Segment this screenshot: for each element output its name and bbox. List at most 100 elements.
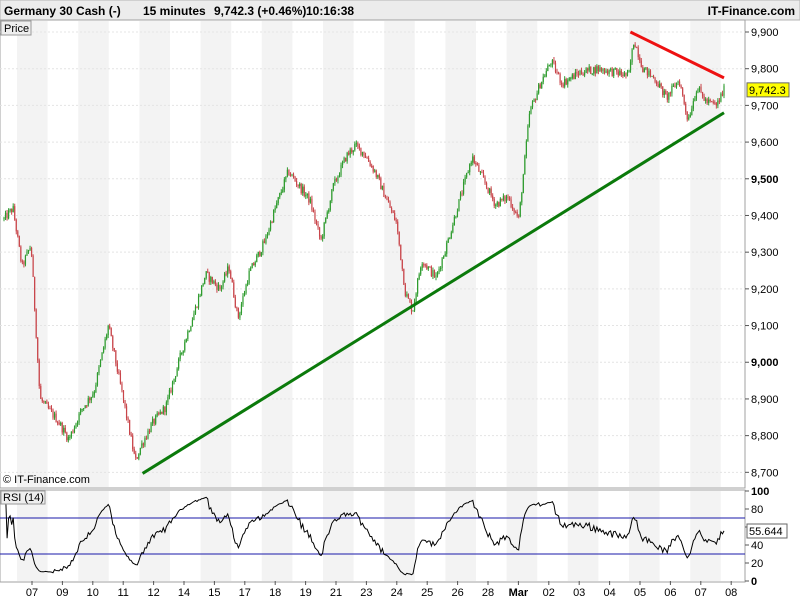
candle-body bbox=[265, 235, 267, 244]
candle-body bbox=[573, 74, 575, 79]
candle-body bbox=[79, 409, 82, 414]
candle-body bbox=[692, 101, 694, 109]
candle-body bbox=[335, 178, 338, 181]
candle-body bbox=[326, 212, 328, 218]
candle-body bbox=[417, 279, 419, 294]
candle-body bbox=[505, 196, 508, 202]
candle-body bbox=[519, 202, 521, 217]
candle-body bbox=[273, 210, 275, 223]
candle-body bbox=[636, 47, 638, 49]
candle-body bbox=[645, 67, 647, 69]
candle-body bbox=[680, 85, 682, 89]
candle-body bbox=[66, 432, 68, 441]
candle-body bbox=[130, 434, 132, 437]
candle-body bbox=[309, 198, 311, 203]
candle-body bbox=[378, 175, 380, 179]
candle-body bbox=[118, 371, 120, 374]
candle-body bbox=[289, 175, 292, 177]
candle-body bbox=[354, 144, 356, 151]
candle-body bbox=[553, 59, 555, 64]
candle-body bbox=[654, 78, 656, 82]
candle-body bbox=[541, 81, 543, 89]
candle-body bbox=[660, 83, 662, 87]
candle-body bbox=[510, 199, 512, 208]
candle-body bbox=[665, 90, 667, 95]
candle-body bbox=[570, 78, 572, 80]
x-tick-label: 12 bbox=[147, 587, 159, 599]
candle-body bbox=[142, 443, 145, 446]
candle-body bbox=[348, 152, 350, 155]
candle-body bbox=[614, 68, 616, 70]
candle-body bbox=[4, 212, 7, 218]
candle-body bbox=[168, 390, 171, 398]
candle-body bbox=[685, 103, 687, 112]
candle-body bbox=[628, 70, 630, 73]
rsi-bands bbox=[0, 517, 745, 555]
candle-body bbox=[392, 210, 394, 213]
candle-body bbox=[283, 179, 285, 190]
candle-body bbox=[446, 242, 448, 254]
candle-body bbox=[20, 246, 22, 261]
candle-body bbox=[18, 236, 20, 247]
candle-body bbox=[132, 436, 134, 450]
candle-body bbox=[682, 88, 684, 95]
candle-body bbox=[9, 209, 11, 211]
candle-body bbox=[119, 373, 122, 384]
x-tick-label: 26 bbox=[451, 587, 463, 599]
candle-body bbox=[83, 408, 85, 410]
y-tick-label: 8,900 bbox=[751, 394, 779, 406]
candle-body bbox=[671, 85, 673, 94]
candle-body bbox=[646, 67, 649, 76]
candle-body bbox=[331, 189, 333, 201]
candle-body bbox=[528, 113, 531, 126]
candle-body bbox=[234, 297, 236, 308]
instrument-name: Germany 30 Cash (-) bbox=[4, 4, 121, 18]
candle-body bbox=[715, 103, 717, 106]
candle-body bbox=[524, 155, 526, 175]
candle-body bbox=[204, 277, 206, 285]
candle-body bbox=[308, 193, 310, 203]
y-tick-label: 9,000 bbox=[751, 357, 779, 369]
candle-body bbox=[386, 198, 388, 200]
day-stripe bbox=[200, 491, 232, 581]
candle-body bbox=[420, 267, 422, 275]
candle-body bbox=[7, 210, 10, 219]
candle-body bbox=[439, 268, 442, 270]
candle-body bbox=[482, 173, 485, 178]
day-stripe bbox=[261, 21, 293, 487]
candle-body bbox=[219, 285, 221, 290]
title-bar: Germany 30 Cash (-) 15 minutes 9,742.3 (… bbox=[0, 0, 800, 21]
candle-body bbox=[351, 149, 353, 153]
candle-body bbox=[124, 400, 126, 407]
candle-body bbox=[484, 177, 486, 183]
candle-body bbox=[545, 70, 547, 77]
candle-body bbox=[697, 89, 699, 93]
candle-body bbox=[171, 382, 174, 393]
candle-body bbox=[34, 276, 36, 310]
copyright: © IT-Finance.com bbox=[3, 474, 90, 486]
candle-body bbox=[363, 151, 365, 156]
candle-body bbox=[403, 268, 405, 285]
x-tick-label: Mar bbox=[509, 587, 529, 599]
candle-body bbox=[371, 165, 373, 167]
candle-body bbox=[387, 199, 390, 203]
candle-body bbox=[426, 265, 428, 269]
day-stripe bbox=[200, 21, 232, 487]
candle-body bbox=[473, 156, 475, 164]
candle-body bbox=[193, 313, 195, 321]
candle-body bbox=[406, 294, 408, 296]
day-stripe bbox=[17, 491, 48, 581]
candle-body bbox=[96, 372, 99, 385]
candle-body bbox=[629, 62, 632, 71]
candle-body bbox=[315, 220, 318, 225]
rsi-panel bbox=[0, 489, 746, 583]
candle-body bbox=[121, 383, 123, 391]
x-tick-label: 02 bbox=[543, 587, 555, 599]
candle-body bbox=[26, 251, 28, 256]
candle-body bbox=[438, 268, 440, 272]
candle-body bbox=[179, 352, 181, 359]
candle-body bbox=[84, 405, 86, 409]
candle-body bbox=[518, 215, 520, 217]
candle-body bbox=[102, 347, 105, 353]
candle-body bbox=[565, 79, 567, 85]
